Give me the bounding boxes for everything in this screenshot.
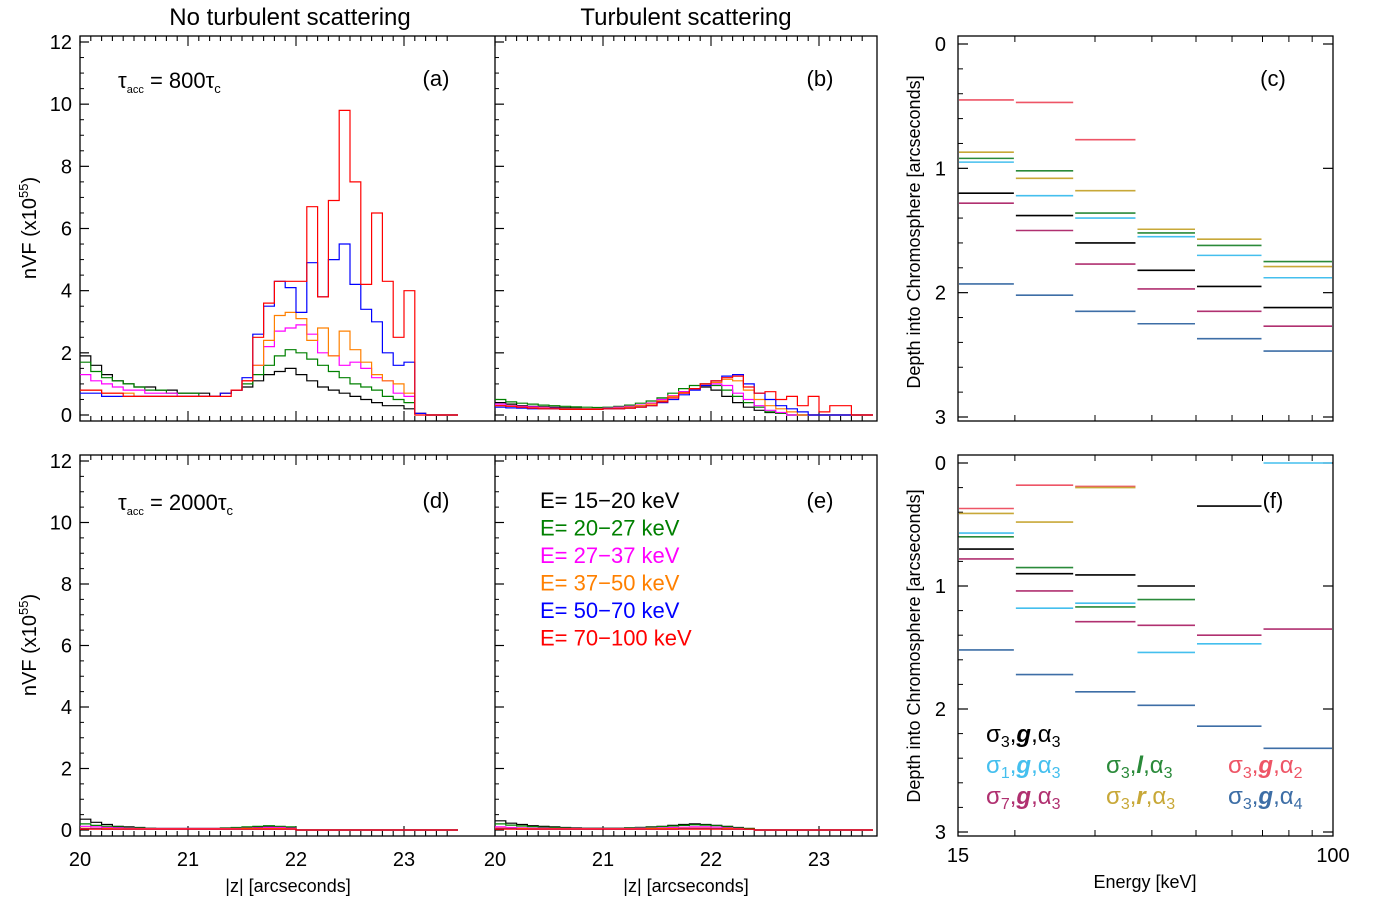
y-tick-label: 4 <box>61 281 72 303</box>
legend-entry: E= 50−70 keV <box>540 598 680 623</box>
column-title-left: No turbulent scattering <box>169 4 410 31</box>
y-tick-label: 12 <box>50 451 72 473</box>
legend-entry: E= 20−27 keV <box>540 516 680 541</box>
y-tick-label: 2 <box>61 343 72 365</box>
x-tick-label: 21 <box>592 849 614 871</box>
panel-letter-a: (a) <box>423 66 450 91</box>
series-d-5 <box>80 828 458 831</box>
series-b-1 <box>495 383 873 416</box>
panel-letter-c: (c) <box>1260 66 1286 91</box>
x-tick-label: 20 <box>69 849 91 871</box>
y-tick-label: 12 <box>50 32 72 54</box>
param-legend-entry: σ3,l,α3 <box>1106 752 1173 782</box>
y-tick-label: 10 <box>50 94 72 116</box>
energy-tick-100: 100 <box>1316 845 1349 867</box>
depth-tick-label: 2 <box>935 283 946 305</box>
x-tick-label: 21 <box>177 849 199 871</box>
param-legend-entry: σ3,g,α4 <box>1228 783 1303 813</box>
series-b-3 <box>495 378 873 416</box>
series-b-5 <box>495 375 873 416</box>
depth-tick-label: 3 <box>935 822 946 844</box>
tau-label-bottom: τacc = 2000τc <box>118 490 234 518</box>
frame-panel-c <box>957 35 1334 422</box>
x-tick-label: 20 <box>484 849 506 871</box>
param-legend-entry: σ3,r,α3 <box>1106 783 1175 813</box>
energy-tick-15: 15 <box>947 845 969 867</box>
panel-letter-d: (d) <box>423 488 450 513</box>
x-axis-label-f: Energy [keV] <box>1093 872 1196 892</box>
tau-label-top: τacc = 800τc <box>118 68 221 96</box>
legend-entry: E= 27−37 keV <box>540 543 680 568</box>
depth-axis-label-top: Depth into Chromosphere [arcseconds] <box>904 75 924 388</box>
depth-tick-label: 0 <box>935 34 946 56</box>
plot-series <box>80 99 1332 831</box>
y-axis-label-bottom: nVF (x1055) <box>16 594 41 696</box>
series-a-2 <box>80 324 458 416</box>
param-legend-entry: σ3,g,α3 <box>986 721 1061 751</box>
y-tick-label: 6 <box>61 219 72 241</box>
panel-letter-e: (e) <box>807 488 834 513</box>
param-legend-entry: σ7,g,α3 <box>986 783 1061 813</box>
y-tick-label: 10 <box>50 513 72 535</box>
column-title-middle: Turbulent scattering <box>580 4 791 31</box>
frame-panel-f <box>957 454 1334 837</box>
depth-axis-label-bottom: Depth into Chromosphere [arcseconds] <box>904 489 924 802</box>
x-tick-label: 22 <box>285 849 307 871</box>
panel-letter-b: (b) <box>807 66 834 91</box>
panel-letter-f: (f) <box>1263 488 1284 513</box>
legend-entry: E= 37−50 keV <box>540 571 680 596</box>
x-axis-label-e: |z| [arcseconds] <box>623 876 748 896</box>
series-a-4 <box>80 243 458 416</box>
depth-tick-label: 1 <box>935 576 946 598</box>
param-legend-entry: σ1,g,α3 <box>986 752 1061 782</box>
depth-tick-label: 2 <box>935 699 946 721</box>
param-legend-entry: σ3,g,α2 <box>1228 752 1303 782</box>
y-tick-label: 2 <box>61 759 72 781</box>
x-tick-label: 22 <box>700 849 722 871</box>
depth-tick-label: 3 <box>935 407 946 429</box>
y-tick-label: 0 <box>61 405 72 427</box>
y-tick-label: 4 <box>61 697 72 719</box>
x-tick-label: 23 <box>393 849 415 871</box>
series-e-5 <box>495 828 873 831</box>
legend-entry: E= 70−100 keV <box>540 626 692 651</box>
depth-tick-label: 1 <box>935 158 946 180</box>
x-tick-label: 23 <box>808 849 830 871</box>
series-a-5 <box>80 109 458 416</box>
legend-entry: E= 15−20 keV <box>540 488 680 513</box>
series-a-1 <box>80 349 458 416</box>
y-axis-label-top: nVF (x1055) <box>16 177 41 279</box>
y-tick-label: 8 <box>61 574 72 596</box>
x-axis-label-d: |z| [arcseconds] <box>225 876 350 896</box>
y-tick-label: 0 <box>61 820 72 842</box>
y-tick-label: 6 <box>61 636 72 658</box>
frame-top-left <box>79 35 878 422</box>
depth-tick-label: 0 <box>935 453 946 475</box>
y-tick-label: 8 <box>61 156 72 178</box>
